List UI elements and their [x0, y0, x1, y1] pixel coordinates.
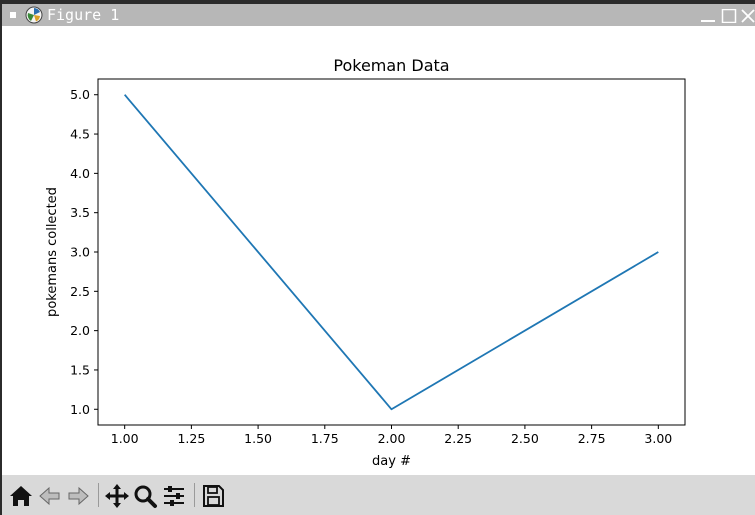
- home-button[interactable]: [8, 483, 34, 509]
- navigation-toolbar: [2, 475, 755, 515]
- close-button[interactable]: [740, 8, 755, 23]
- forward-button[interactable]: [65, 483, 91, 509]
- y-tick-label: 5.0: [70, 87, 90, 102]
- x-tick-label: 1.25: [177, 431, 205, 446]
- series-line: [123, 94, 659, 411]
- x-tick-label: 2.25: [444, 431, 472, 446]
- y-axis-label: pokemans collected: [45, 187, 60, 317]
- pan-icon: [105, 484, 129, 508]
- window-menu-icon[interactable]: [10, 12, 16, 18]
- y-tick-label: 4.0: [70, 166, 90, 181]
- back-button[interactable]: [37, 483, 63, 509]
- zoom-button[interactable]: [132, 483, 158, 509]
- save-icon: [203, 485, 224, 507]
- x-axis-label: day #: [372, 454, 411, 469]
- minimize-button[interactable]: [700, 8, 716, 22]
- chart-title: Pokeman Data: [333, 56, 449, 75]
- y-tick-label: 3.0: [70, 245, 90, 260]
- y-tick-label: 1.5: [70, 362, 90, 377]
- y-tick-label: 4.5: [70, 127, 90, 142]
- x-tick-label: 1.50: [244, 431, 272, 446]
- back-arrow-icon: [39, 486, 60, 506]
- pan-button[interactable]: [104, 483, 130, 509]
- line-chart: 1.0 1.5 2.0 2.5 3.0 3.5 4.0 4.5 5.0 1.00 1.25 1.50…: [45, 56, 686, 469]
- zoom-icon: [134, 485, 157, 508]
- plot-series: [123, 94, 659, 411]
- window-titlebar[interactable]: Figure 1: [2, 4, 755, 26]
- configure-subplots-button[interactable]: [161, 483, 187, 509]
- y-tick-label: 2.5: [70, 284, 90, 299]
- toolbar-separator: [98, 483, 99, 507]
- app-logo-icon: [25, 6, 43, 24]
- y-tick-label: 1.0: [70, 402, 90, 417]
- x-tick-label: 2.75: [578, 431, 606, 446]
- y-axis: 1.0 1.5 2.0 2.5 3.0 3.5 4.0 4.5 5.0: [70, 87, 98, 417]
- forward-arrow-icon: [68, 486, 89, 506]
- axes-frame: [97, 78, 686, 426]
- toolbar-separator: [194, 483, 195, 507]
- x-tick-label: 2.00: [378, 431, 406, 446]
- figure-canvas[interactable]: 1.0 1.5 2.0 2.5 3.0 3.5 4.0 4.5 5.0 1.00 1.25 1.50…: [2, 26, 755, 475]
- x-axis: 1.00 1.25 1.50 1.75 2.00 2.25 2.50 2.75 3.00: [111, 425, 672, 446]
- x-tick-label: 1.75: [311, 431, 339, 446]
- x-tick-label: 1.00: [111, 431, 139, 446]
- maximize-button[interactable]: [721, 8, 737, 24]
- y-tick-label: 3.5: [70, 205, 90, 220]
- window-frame-top: [0, 0, 755, 4]
- x-tick-label: 2.50: [511, 431, 539, 446]
- window-title: Figure 1: [47, 6, 120, 24]
- home-icon: [10, 486, 32, 506]
- subplots-config-icon: [164, 486, 184, 506]
- save-button[interactable]: [200, 483, 226, 509]
- x-tick-label: 3.00: [644, 431, 672, 446]
- window-frame-left: [0, 0, 2, 515]
- y-tick-label: 2.0: [70, 323, 90, 338]
